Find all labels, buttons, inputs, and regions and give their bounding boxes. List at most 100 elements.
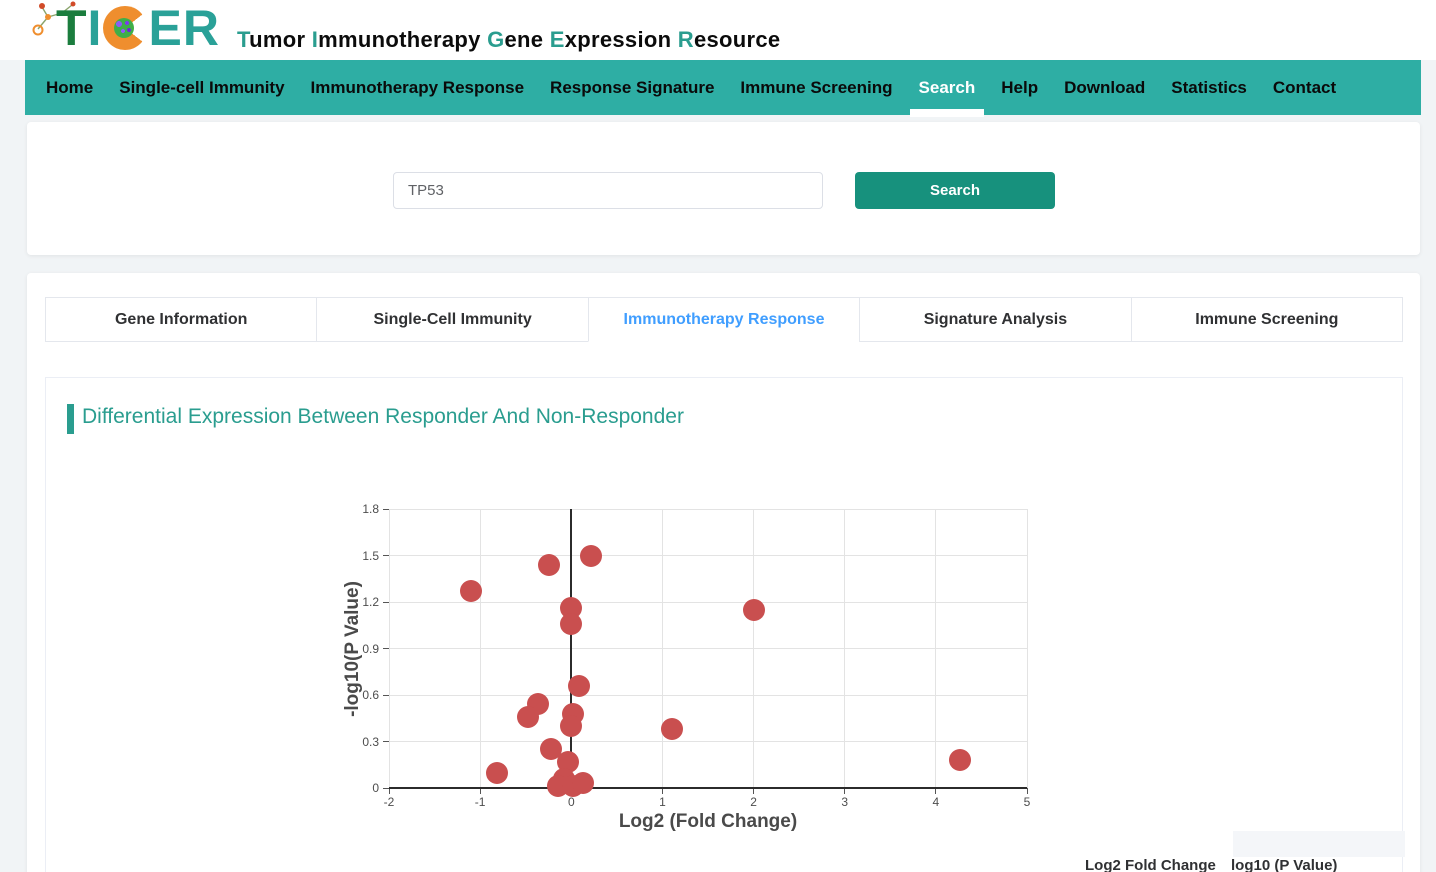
gridline-y-1.2 — [389, 601, 1027, 603]
scatter-point — [485, 761, 508, 784]
scatter-point — [540, 738, 563, 761]
nav-item-response-signature[interactable]: Response Signature — [550, 77, 715, 97]
y-tick-label-0.3: 0.3 — [362, 734, 379, 749]
site-title-segment: ene — [504, 27, 550, 52]
title-accent-bar — [67, 404, 74, 434]
nav-item-help[interactable]: Help — [1001, 77, 1039, 97]
scatter-point — [560, 715, 583, 737]
nav-item-statistics[interactable]: Statistics — [1171, 77, 1247, 97]
gridline-x--2 — [388, 509, 390, 788]
gridline-y-0.3 — [389, 741, 1027, 742]
site-title: Tumor Immunotherapy Gene Expression Reso… — [237, 27, 780, 53]
x-tick-label-0: 0 — [567, 795, 575, 809]
site-title-segment: esource — [693, 27, 781, 52]
nav-item-immune-screening[interactable]: Immune Screening — [740, 77, 893, 97]
nav-item-contact[interactable]: Contact — [1272, 77, 1337, 97]
y-tickmark-0.6 — [383, 694, 389, 696]
x-tickmark-5 — [1026, 788, 1028, 794]
logo-pacman-icon — [103, 6, 148, 50]
y-tickmark-1.8 — [383, 508, 389, 510]
nav-item-immunotherapy-response[interactable]: Immunotherapy Response — [310, 77, 525, 97]
nav-item-search[interactable]: Search — [906, 60, 989, 117]
x-tickmark-3 — [844, 788, 846, 794]
y-axis-label: -log10(P Value) — [342, 581, 363, 717]
molecule-doodle-icon — [32, 1, 76, 36]
nav-item-download[interactable]: Download — [1064, 77, 1146, 97]
scatter-point — [949, 749, 972, 772]
nav-item-single-cell-immunity[interactable]: Single-cell Immunity — [119, 77, 285, 97]
x-tickmark-2 — [753, 788, 755, 794]
x-axis-label: Log2 (Fold Change) — [618, 811, 798, 832]
scatter-point — [538, 553, 561, 576]
site-title-segment: E — [549, 27, 565, 52]
scatter-point — [572, 772, 595, 795]
plot-area: 0 0.3 0.6 0.9 1.2 1.5 1.8 -2 -1 0 1 2 3 4 5 — [362, 502, 1030, 809]
immunotherapy-response-panel: Differential Expression Between Responde… — [45, 377, 1403, 872]
site-title-segment: umor — [249, 27, 312, 52]
y-tick-label-1.5: 1.5 — [362, 548, 379, 563]
logo-letter-r: R — [182, 0, 220, 56]
tab-immune-screening[interactable]: Immune Screening — [1130, 297, 1404, 342]
site-title-segment: xpression — [564, 27, 678, 52]
gridline-x-1 — [661, 509, 663, 788]
y-tick-label-0.6: 0.6 — [362, 688, 379, 702]
site-title-segment: R — [677, 27, 694, 52]
zero-axis-line — [570, 509, 573, 794]
y-tick-label-0: 0 — [372, 781, 379, 795]
gridline-y-1.5 — [389, 555, 1027, 556]
x-tickmark--2 — [388, 788, 390, 794]
gridline-x--1 — [479, 509, 481, 788]
section-title: Differential Expression Between Responde… — [82, 405, 684, 428]
scatter-point — [517, 705, 540, 728]
logo-virus-icon — [114, 18, 135, 38]
y-tickmark-1.5 — [383, 555, 389, 556]
gridline-y-0.9 — [389, 648, 1027, 649]
gridline-x-5 — [1026, 509, 1028, 788]
site-title-segment: G — [487, 27, 505, 52]
search-button[interactable]: Search — [855, 172, 1055, 209]
table-header-log2-fold-change: Log2 Fold Change — [1085, 857, 1216, 872]
y-tickmark-1.2 — [383, 601, 389, 603]
x-tickmark--1 — [479, 788, 481, 794]
gridline-y-1.8 — [389, 508, 1027, 510]
scatter-point — [460, 580, 483, 603]
y-tickmark-0 — [383, 787, 389, 789]
x-tick-label-3: 3 — [841, 795, 849, 809]
tab-immunotherapy-response[interactable]: Immunotherapy Response — [587, 297, 861, 342]
y-tick-label-1.8: 1.8 — [362, 502, 379, 516]
tab-gene-information[interactable]: Gene Information — [45, 297, 318, 342]
tab-single-cell-immunity[interactable]: Single-Cell Immunity — [316, 297, 589, 342]
gene-search-input[interactable] — [393, 172, 823, 209]
gridline-x-3 — [844, 509, 846, 788]
x-tick-label-5: 5 — [1023, 795, 1031, 809]
y-tick-label-1.2: 1.2 — [362, 595, 379, 609]
y-tickmark-0.9 — [383, 648, 389, 649]
y-tickmark-0.3 — [383, 741, 389, 742]
x-tick-label--2: -2 — [383, 795, 395, 809]
scatter-point — [580, 544, 603, 567]
logo-letter-e: E — [148, 0, 183, 56]
logo-letter-i: I — [87, 0, 103, 56]
x-axis-line — [389, 786, 1027, 789]
results-card: Gene Information Single-Cell Immunity Immu… — [27, 273, 1420, 872]
site-title-segment: mmunotherapy — [318, 27, 488, 52]
gridline-x-2 — [753, 509, 755, 788]
scatter-point — [560, 612, 583, 635]
scatter-point — [660, 718, 683, 741]
x-tickmark-1 — [661, 788, 663, 794]
logo-letter-t: T — [56, 0, 88, 56]
main-nav: Home Single-cell Immunity Immunotherapy Re… — [25, 60, 1421, 117]
gridline-x-4 — [935, 509, 937, 788]
x-tick-label-4: 4 — [932, 795, 940, 809]
nav-item-home[interactable]: Home — [46, 77, 94, 97]
site-title-segment: T — [237, 27, 250, 52]
table-header-log10-p-value: log10 (P Value) — [1231, 857, 1338, 872]
result-tabs: Gene Information Single-Cell Immunity Immu… — [45, 297, 1404, 342]
tab-signature-analysis[interactable]: Signature Analysis — [859, 297, 1132, 342]
scatter-point — [742, 598, 765, 621]
x-tickmark-4 — [935, 788, 937, 794]
x-tick-label--1: -1 — [474, 795, 486, 809]
